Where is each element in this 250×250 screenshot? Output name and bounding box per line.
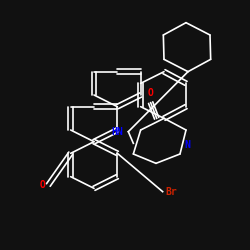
Text: HN: HN <box>112 127 123 137</box>
Text: O: O <box>148 88 154 98</box>
Text: Br: Br <box>165 187 177 197</box>
Text: O: O <box>40 180 46 190</box>
Text: N: N <box>184 140 190 150</box>
